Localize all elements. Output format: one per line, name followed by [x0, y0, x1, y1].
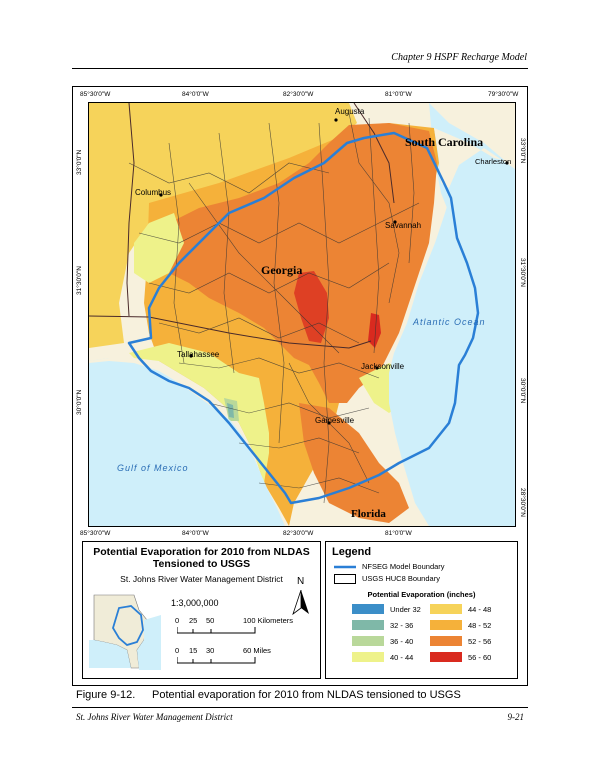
lat-tick-right: 33°0'0"N: [519, 138, 526, 164]
legend-swatch: [430, 636, 462, 646]
legend-swatch: [352, 652, 384, 662]
label-gainesville: Gainesville: [315, 416, 355, 425]
lon-tick-bottom: 81°0'0"W: [385, 530, 412, 537]
map-svg: [89, 103, 515, 526]
label-florida: Florida: [351, 508, 386, 520]
legend-class-label: 52 - 56: [468, 637, 492, 646]
lat-tick-right: 28°30'0"N: [519, 488, 526, 517]
mi-tick-60: 60 Miles: [243, 646, 271, 655]
legend-class-label: Under 32: [390, 605, 421, 614]
lon-tick-top: 82°30'0"W: [283, 91, 314, 98]
legend-box: Legend NFSEG Model Boundary USGS HUC8 Bo…: [325, 541, 518, 679]
lat-tick-left: 31°30'0"N: [76, 266, 83, 295]
label-gulf-of-mexico: Gulf of Mexico: [117, 463, 189, 473]
label-columbus: Columbus: [135, 188, 172, 197]
lon-tick-bottom: 85°30'0"W: [80, 530, 111, 537]
figure-caption: Figure 9-12. Potential evaporation for 20…: [76, 689, 461, 701]
legend-swatch: [430, 652, 462, 662]
legend-huc8-label: USGS HUC8 Boundary: [362, 574, 440, 583]
atlantic-ocean: [389, 143, 515, 526]
figure-caption-text: Potential evaporation for 2010 from NLDA…: [152, 689, 461, 701]
legend-swatch: [352, 620, 384, 630]
north-arrow-label: N: [297, 576, 305, 587]
nfseg-boundary-swatch: [334, 565, 356, 569]
label-atlantic-ocean: Atlantic Ocean: [413, 317, 486, 327]
pe-zone-32-36: [227, 403, 234, 418]
mi-tick-0: 0: [175, 646, 180, 655]
legend-pe-title: Potential Evaporation (inches): [367, 590, 476, 599]
lon-tick-top: 79°30'0"W: [488, 91, 519, 98]
label-jacksonville: Jacksonville: [361, 362, 405, 371]
label-augusta: Augusta: [335, 107, 365, 116]
map-subtitle: St. Johns River Water Management Distric…: [120, 574, 283, 584]
label-savannah: Savannah: [385, 221, 422, 230]
label-tallahassee: Tallahassee: [177, 350, 220, 359]
pe-zone-56-60: [294, 271, 329, 343]
north-arrow-icon: [292, 590, 309, 616]
legend-class-label: 56 - 60: [468, 653, 492, 662]
legend-class-label: 32 - 36: [390, 621, 414, 630]
legend-swatch: [430, 604, 462, 614]
lon-tick-top: 84°0'0"W: [182, 91, 209, 98]
legend-class-label: 48 - 52: [468, 621, 492, 630]
lon-tick-bottom: 82°30'0"W: [283, 530, 314, 537]
pe-zone-44-48: [89, 103, 357, 348]
land-area: [434, 128, 515, 188]
km-scale-bar: [177, 627, 256, 634]
potential-evaporation-map: Augusta South Carolina Charleston Columb…: [88, 102, 516, 527]
legend-class-label: 36 - 40: [390, 637, 414, 646]
inset-locator-map: [89, 590, 161, 670]
pe-zone-56-60: [368, 313, 381, 348]
lat-tick-right: 30°0'0"N: [519, 378, 526, 404]
lon-tick-top: 81°0'0"W: [385, 91, 412, 98]
legend-nfseg-label: NFSEG Model Boundary: [362, 562, 445, 571]
legend-swatch: [352, 604, 384, 614]
legend-class-label: 40 - 44: [390, 653, 414, 662]
mi-scale-bar: [177, 657, 256, 664]
lat-tick-left: 30°0'0"N: [76, 389, 83, 415]
map-title-line1: Potential Evaporation for 2010 from NLDA…: [93, 546, 310, 558]
pe-zone-52-56: [299, 403, 409, 523]
label-south-carolina: South Carolina: [405, 135, 484, 149]
city-markers: [159, 118, 509, 425]
legend-title: Legend: [332, 546, 372, 558]
page-number: 9-21: [507, 712, 525, 722]
lon-tick-bottom: 84°0'0"W: [182, 530, 209, 537]
pe-zone-40-44: [134, 213, 184, 283]
lat-tick-right: 31°30'0"N: [519, 258, 526, 287]
km-tick-25: 25: [189, 616, 198, 625]
label-georgia: Georgia: [261, 263, 303, 277]
footer-rule: [72, 707, 528, 708]
gulf-of-mexico: [89, 361, 285, 526]
km-tick-0: 0: [175, 616, 180, 625]
map-title-line2: Tensioned to USGS: [152, 558, 251, 570]
chapter-header: Chapter 9 HSPF Recharge Model: [391, 52, 527, 63]
legend-class-label: 44 - 48: [468, 605, 492, 614]
pe-zone-40-44: [129, 343, 269, 483]
footer-left: St. Johns River Water Management Distric…: [76, 712, 233, 722]
scale-ratio: 1:3,000,000: [171, 598, 219, 608]
km-tick-50: 50: [206, 616, 215, 625]
map-title-box: Potential Evaporation for 2010 from NLDA…: [82, 541, 321, 679]
label-charleston: Charleston: [475, 157, 512, 166]
nfseg-model-boundary: [127, 131, 480, 505]
figure-number: Figure 9-12.: [76, 689, 136, 701]
legend-swatch: [352, 636, 384, 646]
pe-zone-52-56: [159, 123, 437, 403]
huc8-boundary-swatch: [334, 574, 356, 584]
mi-tick-30: 30: [206, 646, 215, 655]
state-lines: [89, 103, 395, 349]
header-rule: [72, 68, 528, 69]
huc8-boundaries: [128, 112, 420, 504]
lon-tick-top: 85°30'0"W: [80, 91, 111, 98]
lat-tick-left: 33°0'0"N: [76, 149, 83, 175]
km-tick-100: 100 Kilometers: [243, 616, 294, 625]
mi-tick-15: 15: [189, 646, 198, 655]
legend-swatch: [430, 620, 462, 630]
